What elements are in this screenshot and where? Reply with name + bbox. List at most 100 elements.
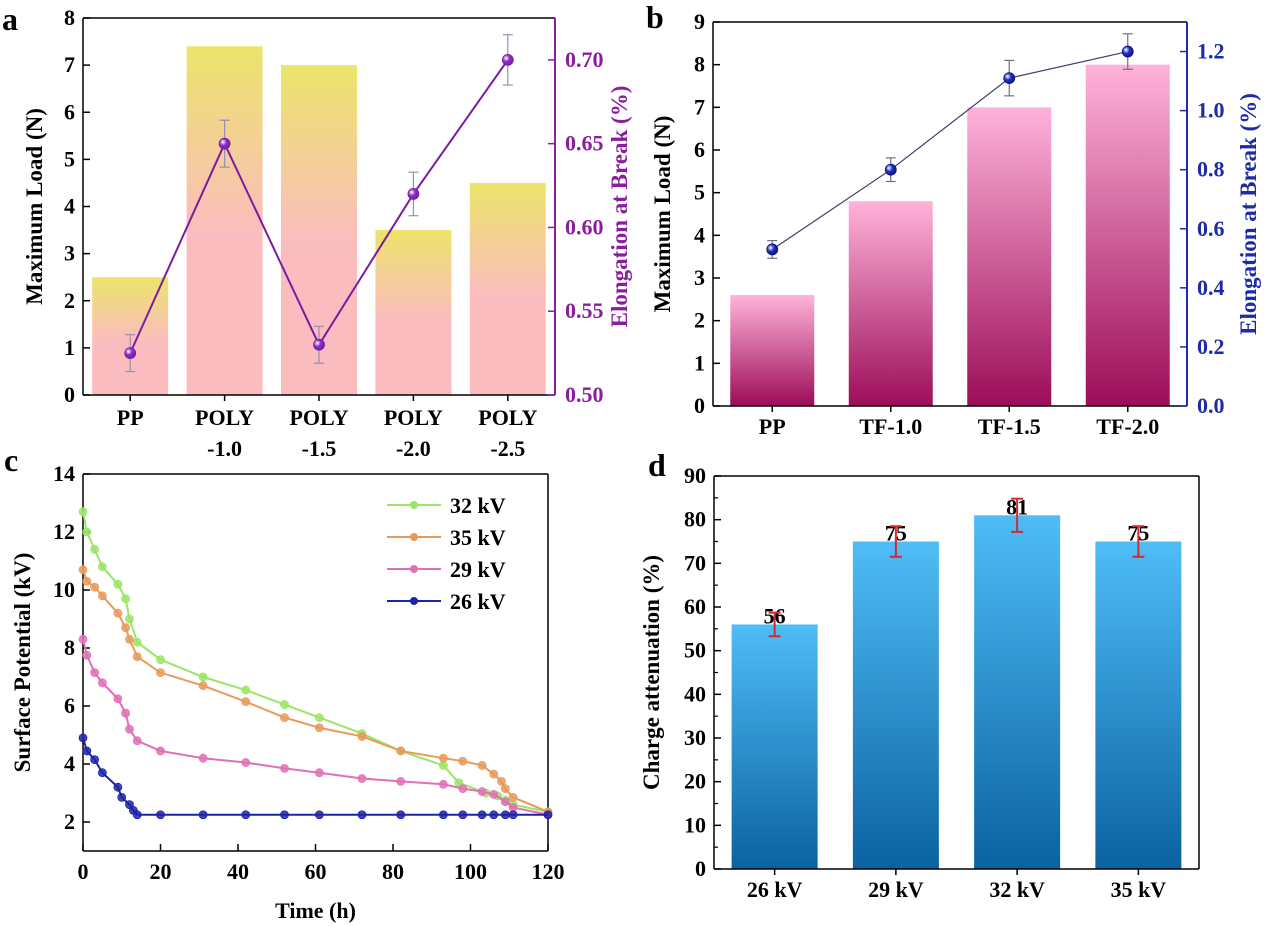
a-category-label: POLY (384, 405, 443, 430)
c-series-point (396, 777, 406, 786)
c-series-point (508, 810, 518, 820)
a-category-label: POLY (195, 405, 254, 430)
c-series-point (458, 784, 468, 794)
d-ylabel: Charge attenuation (%) (639, 555, 664, 790)
a-elongation-point (407, 188, 420, 200)
c-series-point (489, 790, 499, 799)
c-series-point (90, 668, 100, 678)
b-y2tick-label: 0.8 (1197, 157, 1225, 182)
panel-b: b PP TF-1.0 TF-1.5 TF-2.0 0 1 2 3 4 5 6 7 8 9 0.0 0.2 0.… (646, 0, 1261, 439)
panel-a-label: a (2, 1, 18, 37)
c-legend-label: 32 kV (450, 493, 506, 518)
c-series-point (508, 792, 518, 802)
c-series-point (198, 672, 208, 682)
b-y2tick-label: 0.0 (1197, 393, 1225, 418)
c-series-point (156, 810, 165, 820)
c-legend-marker (410, 597, 418, 605)
c-series-point (121, 708, 131, 718)
c-series-line (82, 639, 549, 816)
c-legend-marker (410, 501, 418, 509)
c-series-point (132, 736, 142, 746)
c-series-point (156, 668, 165, 678)
c-ytick-label: 8 (64, 635, 75, 660)
c-series-point (314, 723, 324, 733)
c-series-point (241, 810, 251, 820)
c-series-line (82, 737, 548, 816)
d-bar (852, 541, 939, 869)
a-ytick-label: 3 (64, 241, 75, 266)
a-elongation-point (501, 53, 514, 66)
c-series-point (489, 810, 499, 820)
c-series-point (82, 576, 92, 586)
c-series-point (314, 810, 324, 820)
c-series-point (97, 678, 107, 688)
a-ytick-label: 4 (64, 194, 75, 219)
c-series-point (241, 697, 251, 707)
c-series-point (132, 637, 142, 647)
d-ytick-label: 40 (684, 681, 706, 706)
c-legend-label: 35 kV (450, 525, 506, 550)
c-series-point (314, 713, 324, 722)
c-xtick-label: 40 (227, 859, 249, 884)
c-series-point (314, 768, 324, 778)
c-series-point (438, 810, 448, 820)
a-category-label: -2.0 (396, 436, 431, 461)
a-ytick-label: 5 (64, 146, 75, 171)
c-series-point (90, 545, 100, 554)
d-ytick-label: 10 (684, 812, 706, 837)
d-category-label: 29 kV (868, 877, 924, 902)
d-category-label: 32 kV (989, 877, 1045, 902)
c-series-point (97, 591, 107, 601)
a-elongation-point (124, 347, 137, 360)
c-ytick-label: 2 (64, 809, 75, 834)
b-ylabel: Maximum Load (N) (650, 116, 675, 313)
a-bar (186, 46, 263, 396)
a-ylabel: Maximum Load (N) (22, 108, 47, 305)
a-ytick-label: 0 (64, 382, 75, 407)
b-category-label: TF-1.5 (978, 414, 1041, 439)
c-series-point (500, 797, 510, 807)
c-series-point (357, 732, 367, 741)
a-category-label: POLY (289, 405, 348, 430)
b-ytick-label: 3 (694, 265, 705, 290)
b-y2label: Elongation at Break (%) (1236, 93, 1261, 335)
c-series-point (438, 761, 448, 770)
c-xtick-label: 20 (150, 859, 172, 884)
panel-c-label: c (4, 442, 18, 478)
c-legend-label: 26 kV (450, 589, 506, 614)
c-series-point (90, 582, 100, 592)
c-ytick-label: 10 (53, 577, 75, 602)
d-category-label: 35 kV (1111, 877, 1167, 902)
b-y2tick-label: 0.6 (1197, 216, 1225, 241)
b-bar (730, 295, 815, 406)
c-series-point (121, 623, 131, 633)
a-y2label: Elongation at Break (%) (607, 86, 632, 328)
d-ytick-label: 80 (684, 507, 706, 532)
c-series-point (97, 768, 107, 778)
c-ylabel: Surface Potential (kV) (10, 553, 35, 773)
c-series-point (438, 753, 448, 763)
c-ytick-label: 6 (64, 693, 75, 718)
c-series-point (497, 777, 506, 786)
c-series-point (78, 733, 88, 743)
c-series-point (357, 774, 367, 783)
c-series-point (156, 655, 165, 664)
c-series-point (500, 784, 510, 794)
c-series-point (198, 810, 208, 820)
b-y2tick-label: 1.2 (1197, 39, 1225, 64)
a-y2tick-label: 0.65 (565, 131, 604, 156)
b-ytick-label: 1 (694, 350, 705, 375)
c-series-point (82, 746, 92, 756)
c-xtick-label: 80 (382, 859, 404, 884)
c-series-point (357, 810, 367, 820)
b-ytick-label: 8 (694, 52, 705, 77)
a-elongation-point (218, 137, 231, 150)
c-ytick-label: 14 (53, 461, 75, 486)
c-series-point (396, 746, 406, 756)
c-series-point (78, 634, 88, 644)
c-series-point (78, 565, 88, 575)
a-ytick-label: 2 (64, 288, 75, 313)
c-series-point (132, 810, 142, 820)
c-series-point (198, 681, 208, 691)
b-elongation-point (884, 163, 897, 176)
